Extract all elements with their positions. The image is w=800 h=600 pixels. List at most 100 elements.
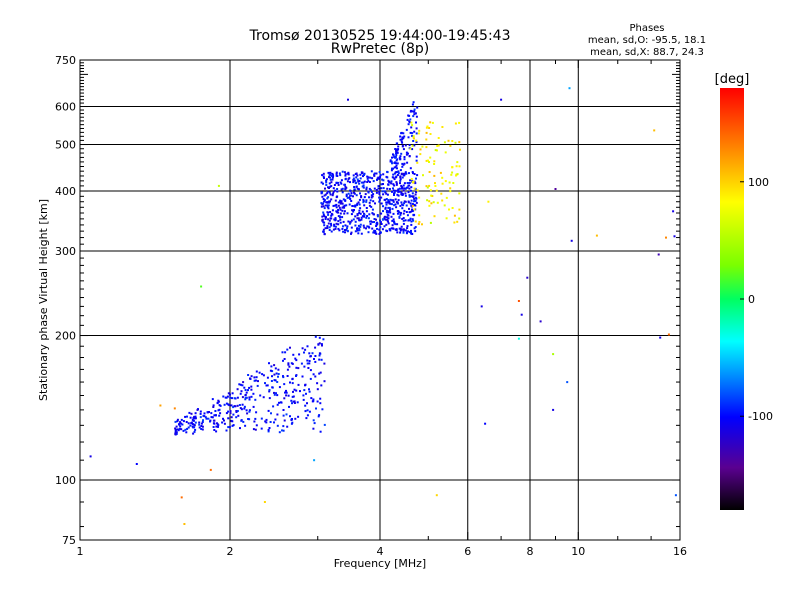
data-point	[425, 146, 428, 149]
data-point	[397, 188, 400, 191]
data-point	[408, 184, 411, 187]
data-point	[411, 134, 414, 137]
data-point	[395, 159, 398, 162]
data-point	[178, 423, 180, 426]
data-point	[396, 158, 399, 161]
data-point	[451, 166, 454, 169]
data-point	[354, 205, 357, 208]
data-point	[403, 209, 406, 212]
data-point	[378, 196, 381, 199]
data-point	[230, 404, 233, 407]
colorbar-ticks: 100 0 -100	[740, 176, 773, 423]
data-point	[448, 181, 451, 184]
data-point	[337, 211, 340, 214]
data-point	[330, 222, 332, 225]
data-point	[414, 230, 417, 233]
data-point	[352, 181, 355, 184]
data-point	[337, 223, 340, 226]
data-point	[250, 385, 253, 388]
data-point	[277, 375, 279, 378]
data-point	[456, 161, 459, 164]
data-point	[306, 414, 309, 417]
data-point	[426, 186, 429, 189]
data-point	[341, 191, 344, 194]
data-point	[359, 173, 362, 176]
data-point	[297, 383, 300, 386]
data-point	[385, 210, 388, 213]
data-point	[414, 220, 417, 223]
data-point	[318, 336, 321, 339]
data-point	[332, 174, 335, 177]
data-point	[402, 222, 405, 225]
data-point	[359, 207, 362, 210]
data-point	[409, 167, 412, 170]
data-point	[417, 132, 420, 135]
data-point	[413, 227, 416, 230]
data-point	[410, 189, 412, 192]
data-point	[439, 171, 442, 174]
data-point	[196, 408, 199, 411]
data-point	[314, 375, 317, 378]
data-point	[395, 151, 398, 154]
data-point	[327, 171, 330, 174]
data-point	[365, 200, 368, 203]
data-point	[480, 305, 483, 308]
data-point	[401, 207, 404, 210]
data-point	[357, 180, 360, 183]
data-point	[224, 396, 227, 399]
data-point	[259, 394, 262, 397]
data-point	[412, 214, 415, 217]
data-point	[337, 215, 340, 218]
data-point	[322, 198, 325, 200]
data-point	[198, 421, 201, 424]
data-point	[363, 213, 366, 216]
data-point	[391, 156, 393, 159]
data-point	[217, 424, 220, 427]
data-point	[448, 208, 450, 211]
data-point	[363, 172, 366, 175]
data-point	[415, 191, 418, 194]
data-point	[657, 253, 660, 256]
data-point	[392, 173, 395, 176]
data-point	[394, 223, 397, 226]
data-point	[331, 172, 334, 175]
data-point	[391, 207, 394, 210]
data-point	[282, 359, 284, 362]
data-point	[388, 206, 391, 209]
data-point	[352, 210, 355, 213]
data-point	[339, 212, 342, 215]
data-point	[335, 172, 338, 175]
data-point	[318, 358, 321, 361]
data-point	[340, 201, 343, 204]
data-point	[410, 204, 413, 207]
data-point	[253, 379, 256, 382]
data-point	[395, 175, 398, 178]
data-point	[412, 101, 415, 104]
data-point	[214, 414, 217, 417]
data-point	[392, 183, 395, 186]
data-point	[411, 110, 414, 113]
data-point	[327, 204, 330, 207]
data-point	[419, 153, 422, 156]
data-point	[249, 377, 251, 380]
data-point	[384, 198, 387, 201]
data-point	[240, 390, 243, 393]
data-point	[396, 193, 399, 196]
data-point	[355, 176, 358, 179]
data-point	[412, 136, 415, 139]
data-point	[236, 388, 239, 391]
data-point	[415, 197, 418, 200]
data-point	[235, 410, 238, 412]
data-point	[358, 227, 361, 230]
data-point	[345, 195, 348, 198]
data-point	[391, 190, 393, 193]
data-point	[327, 196, 330, 199]
data-point	[453, 214, 456, 217]
data-point	[406, 182, 409, 184]
data-point	[365, 207, 368, 209]
data-point	[309, 369, 312, 372]
plot-frame	[79, 59, 681, 541]
data-point	[365, 199, 368, 202]
data-point	[370, 190, 373, 193]
data-point	[403, 182, 406, 185]
